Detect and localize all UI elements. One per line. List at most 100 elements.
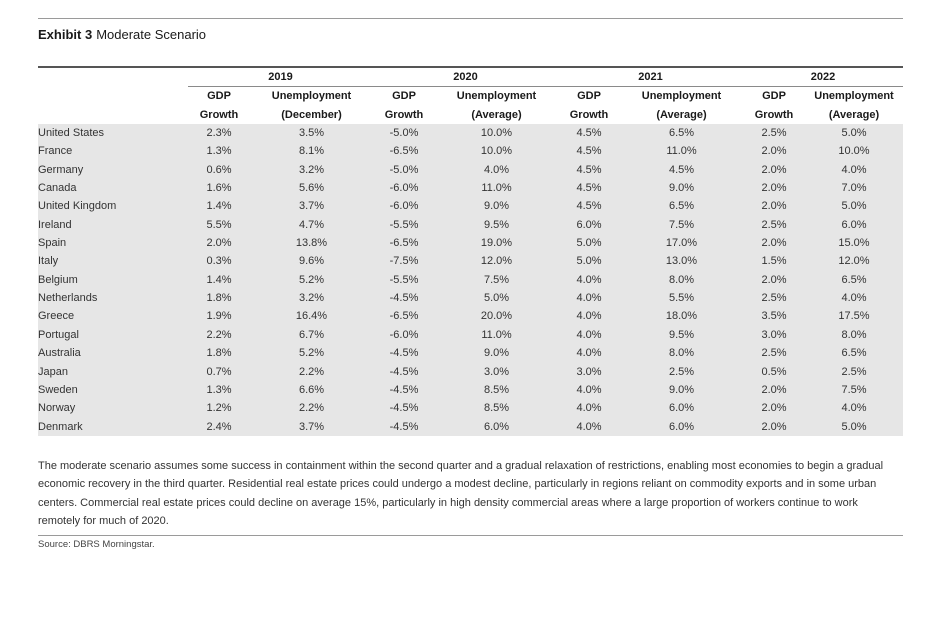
unemployment-cell: 17.0% bbox=[620, 234, 743, 253]
unemployment-cell: 6.5% bbox=[620, 197, 743, 216]
gdp-growth-cell: 5.0% bbox=[558, 234, 620, 253]
unemployment-cell: 9.6% bbox=[250, 252, 373, 271]
gdp-growth-cell: -6.5% bbox=[373, 234, 435, 253]
gdp-growth-cell: 1.4% bbox=[188, 270, 250, 290]
gdp-growth-cell: 2.4% bbox=[188, 417, 250, 436]
unemployment-cell: 9.0% bbox=[620, 380, 743, 400]
unemployment-cell: 5.2% bbox=[250, 344, 373, 363]
unemployment-cell: 2.2% bbox=[250, 362, 373, 381]
table-row: Canada 1.6% 5.6% -6.0% 11.0% 4.5% 9.0% 2.0% 7.0% bbox=[38, 179, 903, 198]
gdp-growth-cell: -6.5% bbox=[373, 307, 435, 326]
gdp-growth-cell: 4.0% bbox=[558, 344, 620, 363]
header-unemployment-basis: (December) bbox=[281, 108, 342, 121]
bottom-rule bbox=[38, 535, 903, 536]
unemployment-cell: 2.5% bbox=[620, 362, 743, 381]
gdp-growth-cell: 1.9% bbox=[188, 307, 250, 326]
unemployment-cell: 4.5% bbox=[620, 160, 743, 180]
gdp-growth-cell: 1.8% bbox=[188, 289, 250, 308]
unemployment-cell: 13.8% bbox=[250, 234, 373, 253]
unemployment-cell: 9.0% bbox=[435, 197, 558, 216]
unemployment-cell: 5.0% bbox=[435, 289, 558, 308]
gdp-growth-cell: -6.5% bbox=[373, 142, 435, 161]
unemployment-cell: 9.0% bbox=[620, 179, 743, 198]
gdp-growth-cell: 2.0% bbox=[743, 380, 805, 400]
header-unemployment-basis: (Average) bbox=[471, 108, 522, 121]
year-header-2020: 2020 bbox=[373, 68, 558, 88]
year-header-row: 2019 2020 2021 2022 bbox=[38, 68, 903, 88]
unemployment-cell: 6.0% bbox=[620, 417, 743, 436]
unemployment-cell: 6.5% bbox=[805, 270, 903, 290]
header-unemployment-basis: (Average) bbox=[656, 108, 707, 121]
table-row: Portugal 2.2% 6.7% -6.0% 11.0% 4.0% 9.5% 3.0% 8.… bbox=[38, 325, 903, 345]
gdp-growth-cell: 2.0% bbox=[743, 197, 805, 216]
table-row: Norway 1.2% 2.2% -4.5% 8.5% 4.0% 6.0% 2.0% 4.0% bbox=[38, 399, 903, 418]
gdp-growth-cell: 4.0% bbox=[558, 307, 620, 326]
unemployment-cell: 9.5% bbox=[435, 215, 558, 235]
unemployment-cell: 3.2% bbox=[250, 289, 373, 308]
gdp-growth-cell: 2.0% bbox=[743, 417, 805, 436]
country-name: United States bbox=[38, 124, 188, 143]
unemployment-cell: 20.0% bbox=[435, 307, 558, 326]
unemployment-cell: 3.2% bbox=[250, 160, 373, 180]
header-unemployment: Unemployment bbox=[456, 90, 537, 103]
unemployment-cell: 10.0% bbox=[435, 142, 558, 161]
column-header-row-2: Growth (December) Growth (Average) Growt… bbox=[38, 106, 903, 124]
unemployment-cell: 16.4% bbox=[250, 307, 373, 326]
table-row: Denmark 2.4% 3.7% -4.5% 6.0% 4.0% 6.0% 2.0% 5.0% bbox=[38, 417, 903, 436]
gdp-growth-cell: 2.0% bbox=[743, 142, 805, 161]
header-growth: Growth bbox=[199, 108, 239, 121]
gdp-growth-cell: 5.5% bbox=[188, 215, 250, 235]
unemployment-cell: 7.5% bbox=[620, 215, 743, 235]
gdp-growth-cell: 1.3% bbox=[188, 142, 250, 161]
year-header-2022: 2022 bbox=[743, 68, 903, 88]
country-name: Greece bbox=[38, 307, 188, 326]
gdp-growth-cell: 2.0% bbox=[743, 234, 805, 253]
column-header-row-1: GDP Unemployment GDP Unemployment GDP Un… bbox=[38, 87, 903, 106]
unemployment-cell: 4.0% bbox=[805, 289, 903, 308]
unemployment-cell: 6.6% bbox=[250, 380, 373, 400]
unemployment-cell: 2.5% bbox=[805, 362, 903, 381]
gdp-growth-cell: 1.2% bbox=[188, 399, 250, 418]
exhibit-label: Exhibit 3 bbox=[38, 27, 93, 42]
gdp-growth-cell: 5.0% bbox=[558, 252, 620, 271]
table-row: Japan 0.7% 2.2% -4.5% 3.0% 3.0% 2.5% 0.5% 2.5% bbox=[38, 362, 903, 381]
gdp-growth-cell: 3.0% bbox=[743, 325, 805, 345]
table-row: Ireland 5.5% 4.7% -5.5% 9.5% 6.0% 7.5% 2.5% 6.0% bbox=[38, 215, 903, 235]
unemployment-cell: 11.0% bbox=[435, 179, 558, 198]
header-unemployment: Unemployment bbox=[641, 90, 722, 103]
country-name: Italy bbox=[38, 252, 188, 271]
unemployment-cell: 8.0% bbox=[620, 270, 743, 290]
header-growth: Growth bbox=[384, 108, 424, 121]
table-row: Netherlands 1.8% 3.2% -4.5% 5.0% 4.0% 5.5% 2.5%… bbox=[38, 289, 903, 308]
country-name: Spain bbox=[38, 234, 188, 253]
gdp-growth-cell: 4.5% bbox=[558, 124, 620, 143]
gdp-growth-cell: -5.5% bbox=[373, 215, 435, 235]
gdp-growth-cell: 4.0% bbox=[558, 399, 620, 418]
unemployment-cell: 12.0% bbox=[805, 252, 903, 271]
source-note: Source: DBRS Morningstar. bbox=[38, 539, 155, 550]
table-row: Spain 2.0% 13.8% -6.5% 19.0% 5.0% 17.0% 2.0% 15.… bbox=[38, 234, 903, 253]
table-row: Greece 1.9% 16.4% -6.5% 20.0% 4.0% 18.0% 3.5% 17… bbox=[38, 307, 903, 326]
gdp-growth-cell: 4.5% bbox=[558, 160, 620, 180]
gdp-growth-cell: 2.5% bbox=[743, 124, 805, 143]
header-gdp: GDP bbox=[762, 90, 786, 103]
gdp-growth-cell: 2.3% bbox=[188, 124, 250, 143]
unemployment-cell: 10.0% bbox=[805, 142, 903, 161]
unemployment-cell: 8.5% bbox=[435, 399, 558, 418]
unemployment-cell: 4.0% bbox=[805, 160, 903, 180]
exhibit-subtitle: Moderate Scenario bbox=[96, 27, 207, 42]
unemployment-cell: 9.0% bbox=[435, 344, 558, 363]
gdp-growth-cell: -4.5% bbox=[373, 380, 435, 400]
table-top-rule bbox=[38, 66, 903, 68]
header-growth: Growth bbox=[569, 108, 609, 121]
scenario-table: 2019 2020 2021 2022 GDP Unemployment GDP… bbox=[38, 66, 903, 436]
header-gdp: GDP bbox=[577, 90, 601, 103]
header-blank bbox=[38, 106, 188, 124]
gdp-growth-cell: 2.0% bbox=[743, 179, 805, 198]
gdp-growth-cell: 1.4% bbox=[188, 197, 250, 216]
gdp-growth-cell: 4.5% bbox=[558, 142, 620, 161]
gdp-growth-cell: -5.5% bbox=[373, 270, 435, 290]
unemployment-cell: 8.0% bbox=[620, 344, 743, 363]
unemployment-cell: 19.0% bbox=[435, 234, 558, 253]
table-row: United Kingdom 1.4% 3.7% -6.0% 9.0% 4.5% 6.5% 2… bbox=[38, 197, 903, 216]
